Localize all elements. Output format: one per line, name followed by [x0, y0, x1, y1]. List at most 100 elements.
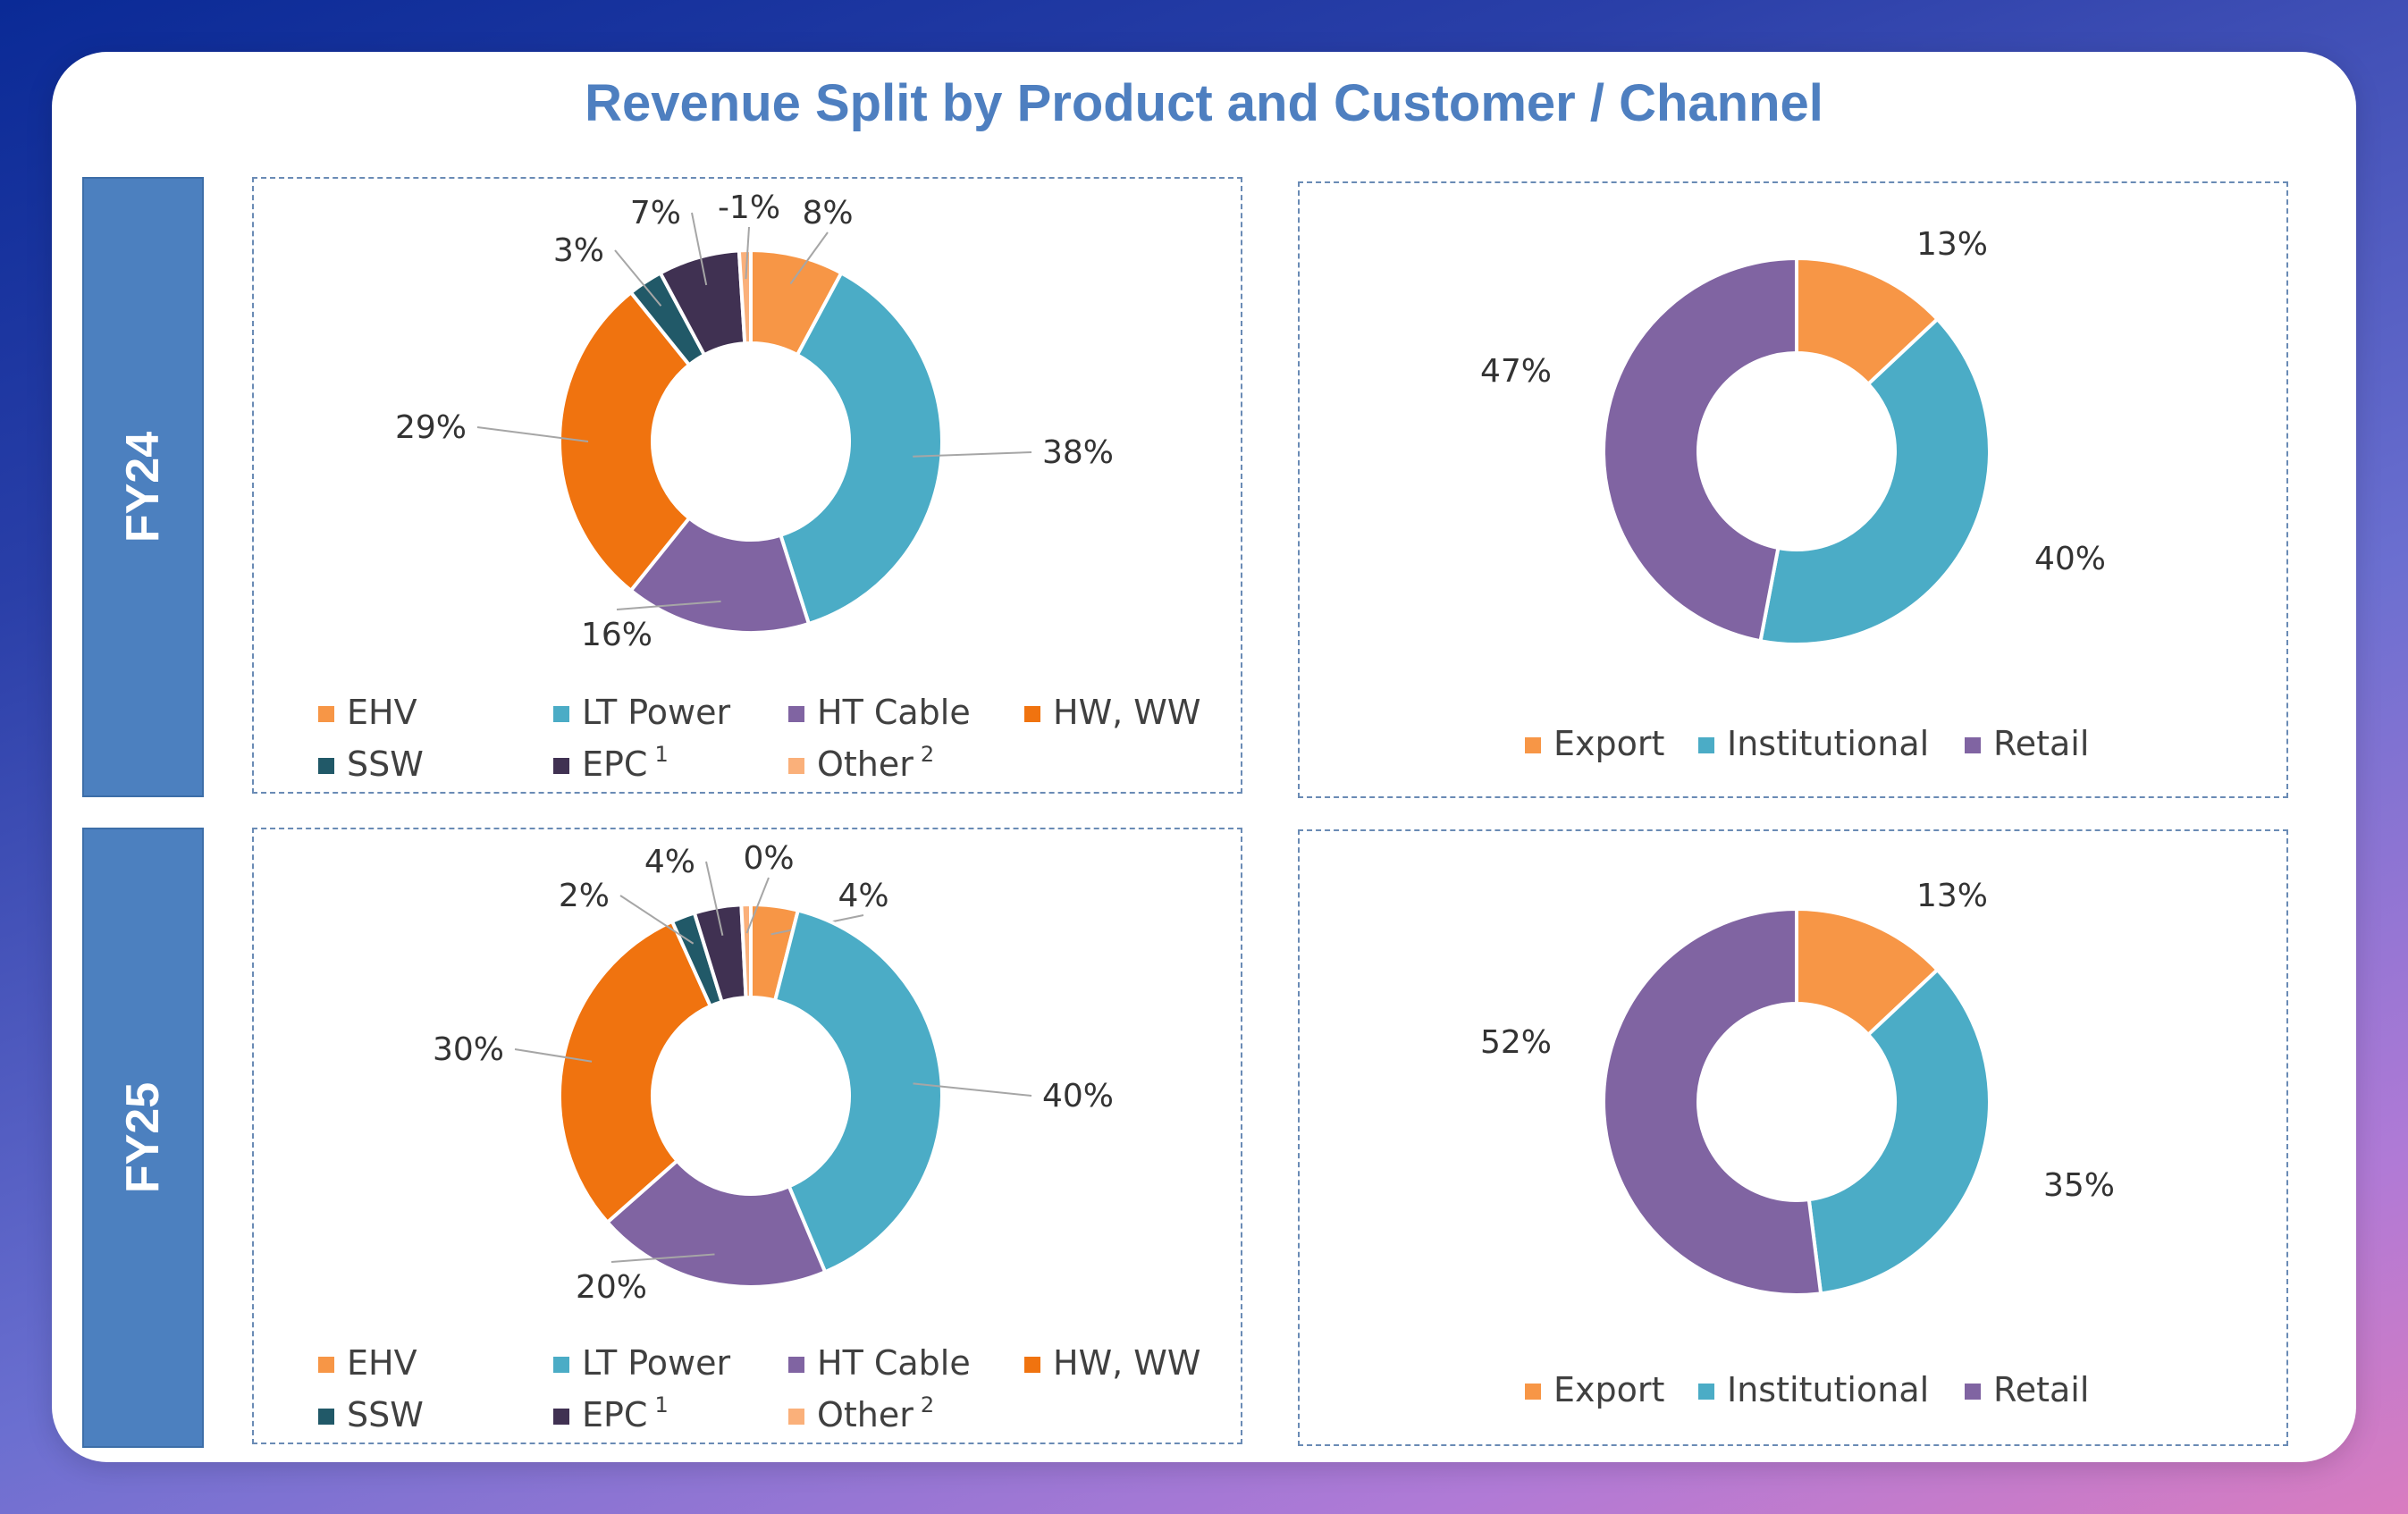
slice-lt-power [778, 270, 944, 627]
data-label-export: 13% [1916, 878, 1988, 914]
data-label-ht-cable: 20% [576, 1269, 647, 1306]
leader-line [789, 231, 829, 285]
data-label-lt-power: 38% [1042, 434, 1114, 471]
slice-retail [1602, 256, 1798, 643]
leader-line [616, 600, 721, 610]
chart-channel-fy24: 13% Export 40% Institutional 47% Retail [1298, 181, 2288, 798]
legend-label-hw-ww: HW, WW [1053, 693, 1200, 732]
legend-swatch-export [1525, 1384, 1541, 1400]
legend-label-ehv: EHV [347, 693, 417, 732]
legend-swatch-hw-ww [1024, 706, 1040, 722]
legend-label-other: Other [817, 1395, 914, 1434]
leader-line [610, 1253, 715, 1263]
legend-swatch-ht-cable [788, 706, 804, 722]
legend-label-institutional: Institutional [1727, 1370, 1929, 1409]
legend-swatch-institutional [1698, 1384, 1714, 1400]
slice-other [737, 248, 753, 346]
legend-label-ht-cable: HT Cable [817, 693, 971, 732]
legend-label-export: Export [1553, 724, 1664, 763]
legend-label-institutional: Institutional [1727, 724, 1929, 763]
data-label-epc: 4% [644, 844, 695, 880]
legend-swatch-ehv [318, 1357, 334, 1373]
legend-swatch-other [788, 758, 804, 774]
legend-swatch-institutional [1698, 737, 1714, 753]
chart-product-fy25: 4% EHV 40% LT Power 20% HT Cable 30% HW, WW 2% SS… [252, 828, 1242, 1444]
data-label-other: 0% [743, 840, 794, 877]
legend-label-retail: Retail [1993, 724, 2089, 763]
leader-line [913, 1082, 1032, 1097]
slice-retail [1602, 906, 1823, 1297]
slice-hw-ww [558, 290, 692, 593]
legend-footnote-marker: 1 [654, 1392, 668, 1417]
legend-swatch-ssw [318, 758, 334, 774]
legend-label-ehv: EHV [347, 1343, 417, 1383]
legend-swatch-retail [1965, 1384, 1981, 1400]
slice-hw-ww [558, 919, 713, 1225]
slice-lt-power [772, 908, 944, 1274]
legend-label-lt-power: LT Power [582, 1343, 730, 1383]
slice-institutional [1806, 967, 1991, 1296]
data-label-ht-cable: 16% [581, 617, 653, 653]
leader-line [619, 895, 695, 945]
legend-label-retail: Retail [1993, 1370, 2089, 1409]
doughnut-svg: 8% EHV 38% LT Power 16% HT Cable 29% HW, WW 3% SS… [318, 189, 1200, 784]
chart-channel-fy25: 13% Export 35% Institutional 52% Retail [1298, 829, 2288, 1446]
legend-label-epc: EPC [582, 1395, 647, 1434]
legend-footnote-marker: 2 [921, 1392, 934, 1417]
leader-line [745, 226, 750, 280]
legend-swatch-lt-power [553, 1357, 569, 1373]
legend-swatch-ht-cable [788, 1357, 804, 1373]
legend-swatch-hw-ww [1024, 1357, 1040, 1373]
legend-footnote-marker: 1 [654, 742, 668, 767]
legend-label-export: Export [1553, 1370, 1664, 1409]
legend-swatch-retail [1965, 737, 1981, 753]
leader-line [514, 1048, 593, 1063]
legend-swatch-lt-power [553, 706, 569, 722]
row-label-text: FY25 [117, 1081, 169, 1194]
doughnut-svg: 13% Export 35% Institutional 52% Retail [1480, 878, 2115, 1409]
row-label-fy25: FY25 [82, 828, 204, 1448]
legend-label-ht-cable: HT Cable [817, 1343, 971, 1383]
slice-institutional [1758, 316, 1991, 646]
data-label-institutional: 40% [2034, 541, 2106, 577]
data-label-retail: 47% [1480, 353, 1552, 390]
leader-line [691, 212, 708, 286]
row-label-text: FY24 [117, 431, 169, 543]
data-label-ehv: 8% [802, 195, 853, 231]
legend-swatch-other [788, 1409, 804, 1425]
legend-label-epc: EPC [582, 744, 647, 784]
leader-line [705, 861, 724, 936]
legend-footnote-marker: 2 [921, 742, 934, 767]
data-label-lt-power: 40% [1042, 1078, 1114, 1114]
data-label-other: -1% [718, 189, 780, 226]
data-label-retail: 52% [1480, 1024, 1552, 1061]
chart-product-fy24: 8% EHV 38% LT Power 16% HT Cable 29% HW, WW 3% SS… [252, 177, 1242, 794]
doughnut-svg: 13% Export 40% Institutional 47% Retail [1480, 226, 2106, 763]
legend-label-lt-power: LT Power [582, 693, 730, 732]
data-label-hw-ww: 30% [433, 1031, 504, 1068]
data-label-hw-ww: 29% [395, 409, 467, 446]
data-label-ssw: 3% [553, 232, 604, 269]
legend-swatch-ssw [318, 1409, 334, 1425]
legend-swatch-ehv [318, 706, 334, 722]
content-card [52, 52, 2356, 1462]
legend-swatch-epc [553, 1409, 569, 1425]
data-label-epc: 7% [630, 195, 681, 231]
page-title: Revenue Split by Product and Customer / … [585, 74, 1823, 132]
legend-swatch-epc [553, 758, 569, 774]
legend-label-ssw: SSW [347, 1395, 424, 1434]
row-label-fy24: FY24 [82, 177, 204, 797]
legend-label-hw-ww: HW, WW [1053, 1343, 1200, 1383]
leader-line [913, 451, 1032, 458]
slice-ht-cable [604, 1157, 828, 1289]
leader-line [614, 249, 662, 307]
data-label-institutional: 35% [2043, 1167, 2115, 1204]
legend-swatch-export [1525, 737, 1541, 753]
leader-line [745, 877, 770, 934]
leader-line [476, 426, 589, 442]
data-label-ssw: 2% [559, 878, 610, 914]
data-label-ehv: 4% [838, 878, 888, 914]
legend-label-other: Other [817, 744, 914, 784]
legend-label-ssw: SSW [347, 744, 424, 784]
